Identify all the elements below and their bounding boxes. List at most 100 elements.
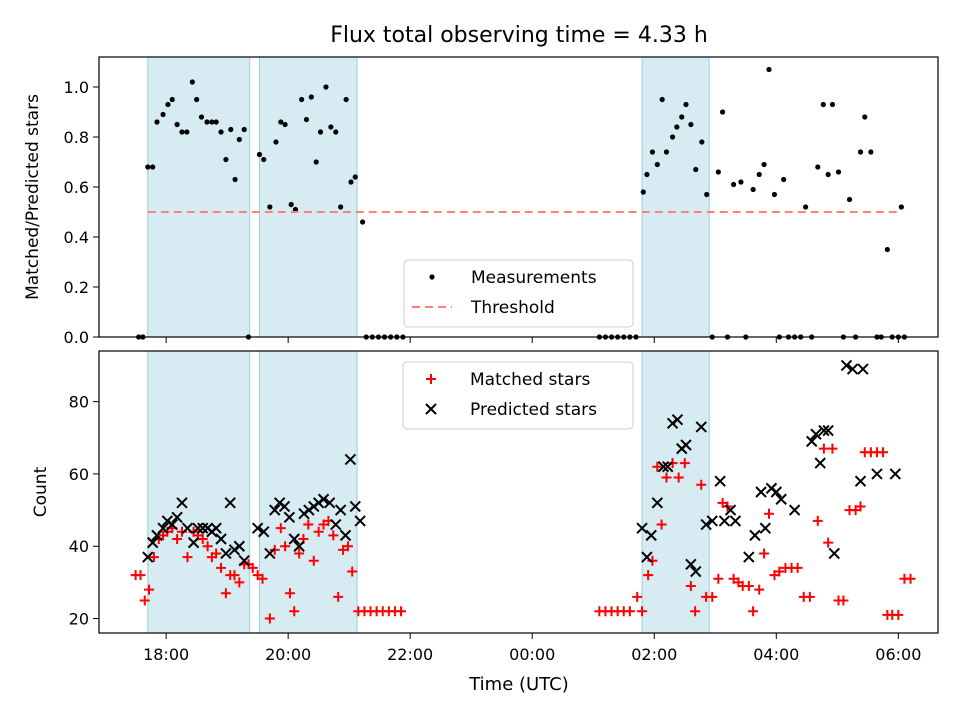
matched-point [197, 534, 208, 544]
predicted-point [651, 497, 664, 509]
predicted-point [278, 500, 291, 513]
measurement-point [278, 119, 284, 125]
legend: Measurements Threshold [403, 259, 634, 328]
matched-point [139, 595, 150, 606]
predicted-point [671, 413, 684, 426]
matched-point [396, 606, 407, 617]
legend-label: Matched stars [470, 370, 590, 390]
measurement-point [669, 134, 676, 140]
matched-point [176, 526, 187, 537]
ratio-panel: 0.0 0.2 0.4 0.6 0.8 1.0 Matched/Predicted star… [23, 56, 939, 347]
shaded-interval [147, 350, 251, 634]
x-tick-label: 06:00 [875, 645, 921, 664]
measurement-point [256, 151, 263, 158]
y-tick-label: 20 [69, 610, 89, 629]
measurement-point [328, 124, 334, 130]
legend-swatch [429, 274, 435, 280]
matched-point [182, 552, 193, 563]
measurement-point [228, 126, 234, 133]
measurement-point [145, 164, 151, 170]
predicted-point [749, 529, 761, 542]
predicted-point [759, 522, 772, 534]
predicted-point [344, 453, 357, 466]
matched-point [748, 606, 759, 617]
measurement-point [209, 119, 215, 125]
predicted-point [176, 497, 188, 509]
matched-point [347, 566, 358, 577]
measurement-point [282, 121, 288, 128]
predicted-point [889, 468, 901, 480]
predicted-point [840, 359, 853, 372]
y-tick-label: 60 [69, 465, 89, 484]
series-measurements [136, 66, 908, 340]
measurement-point [150, 164, 156, 170]
measurement-point [750, 186, 756, 193]
measurement-point [343, 96, 349, 103]
matched-point [172, 534, 183, 544]
measurement-point [815, 164, 821, 170]
predicted-point [743, 551, 755, 563]
measurement-point [179, 129, 185, 135]
measurement-point [868, 149, 874, 155]
matched-point [855, 501, 866, 512]
predicted-point [142, 551, 154, 563]
legend-label: Predicted stars [470, 400, 597, 420]
measurement-point [292, 206, 299, 213]
predicted-point [714, 475, 726, 487]
predicted-point [233, 540, 246, 552]
measurement-point [679, 114, 685, 120]
measurement-point [348, 179, 354, 185]
predicted-point [264, 547, 276, 560]
predicted-point [349, 500, 361, 513]
matched-point [284, 588, 295, 599]
matched-point [264, 613, 275, 624]
matched-point [673, 472, 684, 483]
matched-point [713, 573, 724, 584]
measurement-point [771, 191, 778, 198]
axes-frame [98, 350, 939, 634]
measurement-point [683, 101, 689, 108]
matched-point [144, 584, 155, 595]
predicted-point [690, 565, 702, 578]
predicted-point [718, 515, 731, 527]
predicted-point [238, 554, 250, 567]
measurement-point [857, 149, 864, 155]
x-tick-label: 04:00 [753, 645, 799, 664]
measurement-point [730, 181, 737, 188]
measurement-point [359, 219, 366, 225]
measurement-point [298, 96, 305, 103]
predicted-point [288, 533, 300, 545]
predicted-point [818, 424, 830, 437]
predicted-point [871, 468, 883, 480]
x-tick-label: 18:00 [143, 645, 189, 664]
legend: Matched stars Predicted stars [402, 361, 634, 430]
y-axis-label: Matched/Predicted stars [23, 94, 43, 300]
y-tick-label: 40 [69, 537, 89, 556]
predicted-point [641, 551, 653, 563]
measurement-point [174, 121, 180, 128]
predicted-point [220, 547, 232, 560]
matched-point [632, 591, 643, 602]
series-predicted-stars [142, 359, 901, 578]
x-tick-label: 22:00 [387, 645, 433, 664]
measurement-point [189, 79, 195, 85]
matched-point [661, 472, 672, 483]
shaded-interval [258, 56, 358, 338]
measurement-point [644, 171, 650, 178]
measurement-point [313, 159, 319, 165]
legend-box [402, 361, 634, 430]
measurement-point [659, 96, 665, 103]
measurement-point [338, 204, 344, 210]
measurement-point [688, 121, 694, 128]
y-tick-label: 80 [69, 393, 89, 412]
matched-point [690, 606, 701, 617]
predicted-point [181, 522, 194, 534]
measurement-point [352, 174, 358, 180]
measurement-point [323, 84, 329, 90]
measurement-point [756, 171, 762, 178]
measurement-point [308, 94, 314, 100]
measurement-point [213, 119, 219, 125]
predicted-point [695, 421, 707, 433]
